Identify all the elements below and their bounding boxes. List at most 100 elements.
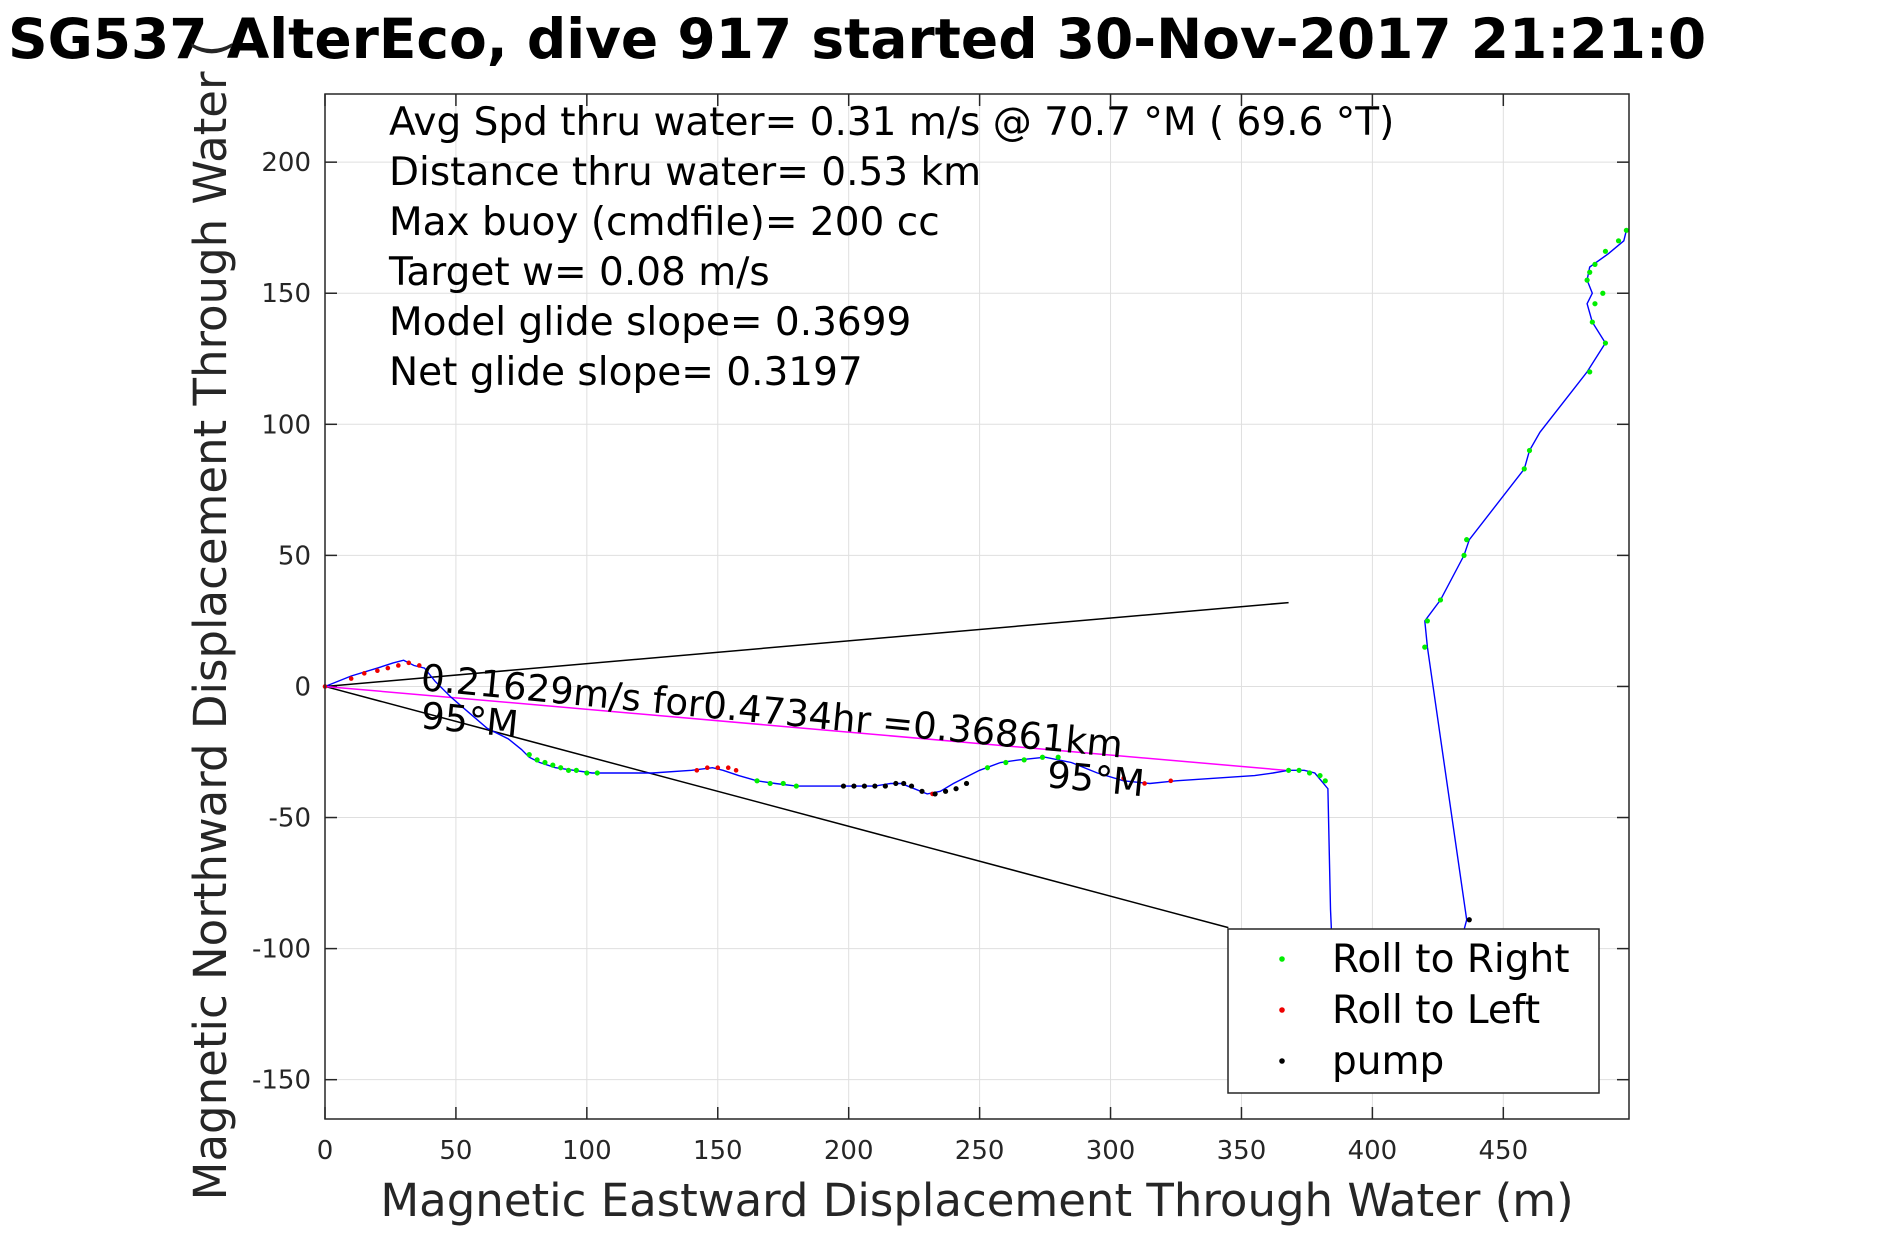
pump-point [901,780,907,787]
roll-to-right-point [558,765,564,771]
roll-to-right-point [1623,227,1629,233]
roll-to-right-point [534,757,540,763]
roll-to-right-point [573,767,579,773]
roll-to-right-point [1592,261,1598,267]
stats-line: Net glide slope= 0.3197 [389,350,863,395]
roll-to-right-point [594,770,600,776]
roll-to-left-point [385,665,391,671]
roll-to-right-point [1592,301,1598,307]
pump-point [840,783,847,789]
track-line [324,230,1628,1086]
roll-to-right-point [565,767,572,773]
chart-title: SG537 AlterEco, dive 917 started 30-Nov-… [8,7,1706,71]
roll-to-right-point [984,765,991,771]
y-axis-label: Magnetic Northward Displacement Through … [184,40,237,1201]
x-axis-label: Magnetic Eastward Displacement Through W… [380,1174,1573,1227]
roll-to-right-point [1039,754,1046,760]
plot-frame [324,93,1630,1120]
net-displacement-line [324,685,1287,772]
roll-to-right-point [1461,552,1467,558]
y-tick-label: -150 [252,1066,311,1096]
lower-wedge-line [324,685,1229,929]
y-tick-label: -50 [269,804,311,834]
pump-point [932,791,938,797]
roll-to-left-point [396,663,401,668]
legend-label: Roll to Left [1332,988,1540,1033]
roll-to-right-point [767,780,773,787]
reference-lines [324,601,1289,929]
roll-to-right-point [584,770,590,776]
pump-point [1466,917,1472,923]
roll-to-right-point [793,783,799,789]
roll-to-right-point [754,778,760,784]
roll-to-left-point [694,768,700,773]
roll-to-left-point [416,663,422,668]
roll-to-right-point [1306,770,1313,776]
pump-point [851,783,857,789]
roll-to-right-point [1587,369,1593,375]
y-tick-label: 150 [261,279,311,309]
roll-to-left-point [1121,775,1126,781]
pump-point [861,783,868,789]
roll-to-right-point [1589,319,1595,325]
pump-point [908,783,915,789]
pump-point [882,783,888,789]
x-tick-label: 300 [1086,1136,1136,1166]
x-tick-label: 350 [1217,1136,1267,1166]
roll-to-left-point [725,765,731,771]
pump-point [919,788,925,794]
pump-point [963,780,970,787]
roll-to-right-point [542,759,548,766]
x-tick-label: 150 [693,1136,743,1166]
legend-marker [1279,1058,1285,1064]
roll-to-right-point [1464,537,1470,543]
roll-to-right-point [1600,290,1606,296]
stats-line: Avg Spd thru water= 0.31 m/s @ 70.7 °M (… [389,100,1394,145]
y-tick-label: -100 [252,935,311,965]
roll-to-right-point [1424,618,1430,624]
roll-to-right-point [780,780,786,787]
pump-point [953,786,959,792]
x-tick-label: 0 [317,1136,334,1166]
roll-to-right-point [1521,466,1527,472]
stats-line: Distance thru water= 0.53 km [389,150,981,195]
roll-to-right-point [1584,277,1590,283]
y-tick-label: 100 [261,410,311,440]
roll-to-right-point [1437,597,1444,603]
x-tick-label: 100 [562,1136,612,1166]
x-tick-label: 250 [955,1136,1005,1166]
roll-to-right-point [1422,644,1428,650]
y-tick-label: 50 [278,541,311,571]
roll-to-left-point [348,676,354,681]
roll-to-right-point [1526,447,1533,454]
legend-marker [1279,1007,1285,1013]
x-tick-label: 50 [439,1136,472,1166]
pump-point [872,783,878,789]
roll-to-right-point [1322,778,1328,784]
roll-to-left-point [715,765,721,771]
stats-block: Avg Spd thru water= 0.31 m/s @ 70.7 °M (… [388,100,1394,395]
roll-to-right-point [1055,754,1061,760]
roll-to-right-point [1021,757,1027,763]
roll-to-right-point [1615,238,1622,244]
stats-line: Max buoy (cmdfile)= 200 cc [389,200,940,245]
roll-to-left-point [1142,781,1147,786]
y-tick-label: 200 [261,148,311,178]
pump-point [942,788,949,794]
roll-to-left-point [375,668,380,674]
roll-to-right-point [1602,248,1609,254]
roll-to-right-point [1587,269,1593,275]
heading-end-label: 95°M [1045,753,1146,805]
roll-to-left-point [733,768,739,773]
roll-to-left-point [406,660,412,666]
stats-line: Model glide slope= 0.3699 [389,300,911,345]
roll-to-left-point [361,671,367,676]
heading-start-label: 95°M [419,694,520,746]
x-tick-label: 400 [1348,1136,1398,1166]
legend: Roll to Right Roll to Left pump [1227,928,1600,1094]
pump-point [893,780,899,787]
roll-to-left-point [704,765,710,771]
series-layer [322,227,1629,1086]
stats-line: Target w= 0.08 m/s [388,250,770,295]
